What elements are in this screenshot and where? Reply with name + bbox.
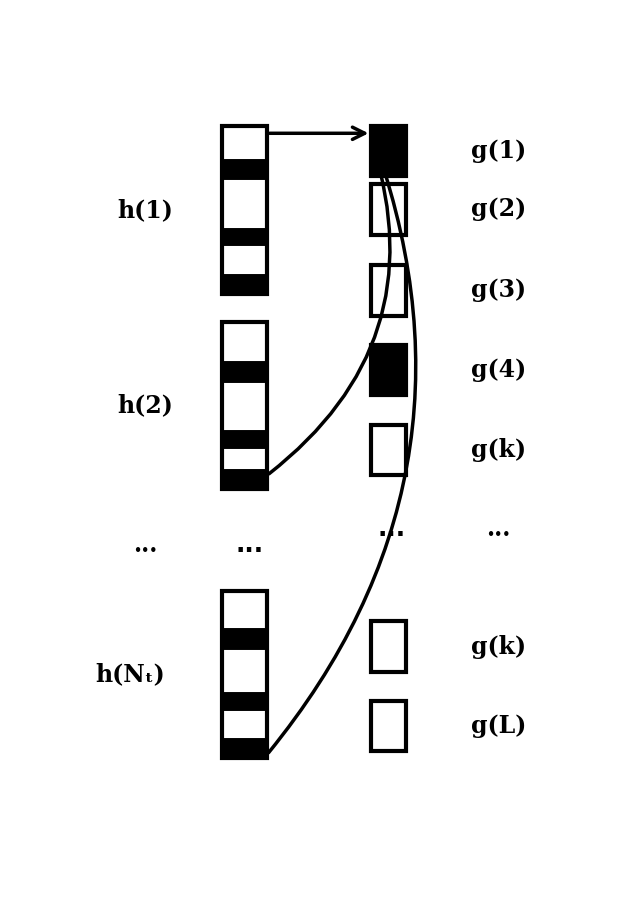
Bar [222, 322, 267, 490]
Bar [371, 424, 406, 474]
Bar [222, 245, 267, 275]
Bar [371, 345, 406, 395]
Text: g(k): g(k) [471, 635, 526, 658]
Bar [222, 275, 267, 294]
Text: g(2): g(2) [471, 198, 526, 221]
Bar [222, 470, 267, 490]
Text: g(L): g(L) [471, 714, 526, 738]
Bar [222, 590, 267, 629]
Text: ...: ... [236, 533, 263, 557]
Bar [222, 381, 267, 431]
Bar [222, 693, 267, 709]
Bar [222, 169, 267, 179]
Text: g(3): g(3) [471, 278, 526, 302]
Text: ...: ... [486, 517, 510, 541]
Bar [222, 126, 267, 160]
Bar [371, 125, 406, 176]
Bar [222, 709, 267, 739]
Text: g(1): g(1) [471, 139, 526, 162]
Bar [222, 590, 267, 758]
Text: h(2): h(2) [117, 394, 173, 417]
Text: h(1): h(1) [117, 198, 173, 222]
Bar [222, 639, 267, 648]
Bar [222, 126, 267, 294]
Bar [222, 371, 267, 381]
Bar [222, 322, 267, 490]
Bar [371, 184, 406, 235]
Bar [222, 322, 267, 362]
Bar [222, 739, 267, 758]
Text: g(4): g(4) [471, 358, 526, 382]
Bar [222, 447, 267, 470]
Bar [222, 179, 267, 229]
Bar [371, 701, 406, 751]
Text: h(Nₜ): h(Nₜ) [95, 662, 165, 687]
Text: ...: ... [377, 517, 405, 541]
Bar [222, 590, 267, 758]
Bar [222, 160, 267, 169]
Bar [222, 629, 267, 639]
Bar [222, 229, 267, 245]
Bar [222, 648, 267, 693]
Bar [222, 431, 267, 447]
Text: ...: ... [133, 533, 157, 557]
Text: g(k): g(k) [471, 438, 526, 462]
Bar [222, 126, 267, 294]
Bar [222, 362, 267, 371]
Bar [371, 621, 406, 672]
Bar [371, 265, 406, 316]
